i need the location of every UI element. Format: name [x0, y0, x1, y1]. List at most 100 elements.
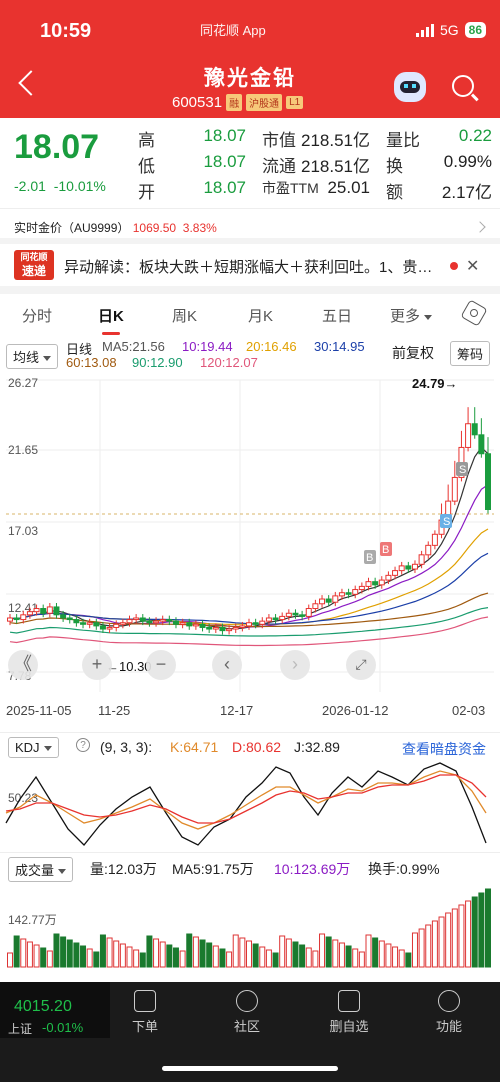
volume-selector[interactable]: 成交量	[8, 857, 74, 882]
candle	[431, 533, 438, 546]
candle	[53, 606, 60, 616]
signal-icon	[415, 23, 434, 37]
tag-level: L1	[286, 96, 304, 109]
news-bar[interactable]: 同花顺 速递 异动解读：板块大跌＋短期涨幅大＋获利回吐。1、贵… ✕	[0, 244, 500, 286]
volume-bar	[445, 912, 452, 968]
search-icon[interactable]	[452, 75, 474, 97]
buy-marker-1	[364, 550, 376, 564]
candle	[192, 623, 199, 627]
collapse-left-button[interactable]: 《	[8, 650, 38, 680]
index-change: -0.01%	[42, 1020, 84, 1035]
ma120-line	[9, 616, 489, 647]
sell-marker-1	[440, 514, 452, 528]
settings-icon[interactable]	[460, 299, 488, 327]
news-text[interactable]: 异动解读：板块大跌＋短期涨幅大＋获利回吐。1、贵…	[64, 259, 433, 276]
nav-remove-watchlist[interactable]: 删自选	[314, 990, 384, 1035]
fullscreen-button[interactable]: ⤢	[346, 650, 376, 680]
adjust-mode[interactable]: 前复权	[392, 345, 434, 361]
candle	[485, 453, 491, 510]
robot-icon[interactable]	[394, 72, 426, 102]
kdj-selector[interactable]: KDJ	[8, 737, 59, 758]
nav-functions[interactable]: 功能	[414, 990, 484, 1035]
index-ticker[interactable]: 4015.20 上证 -0.01%	[0, 982, 110, 1038]
volume-bar	[292, 941, 299, 968]
candle	[279, 615, 286, 621]
volume-bar	[20, 938, 27, 968]
dark-pool-link[interactable]: 查看暗盘资金	[402, 741, 486, 757]
gold-pct: 3.83%	[182, 221, 217, 235]
chip-button[interactable]: 筹码	[450, 341, 491, 366]
help-icon[interactable]: ?	[76, 738, 90, 752]
volume-bar	[279, 935, 286, 968]
open-label: 开	[138, 183, 155, 202]
zoom-out-button[interactable]: −	[146, 650, 176, 680]
volume-bar	[458, 904, 465, 968]
volume-panel[interactable]: 成交量 量:12.03万 MA5:91.75万 10:123.69万 换手:0.…	[0, 852, 500, 972]
tab-five-day[interactable]: 五日	[322, 308, 353, 325]
low-value: 18.07	[203, 152, 246, 171]
candle	[33, 608, 40, 613]
candle	[325, 598, 332, 603]
amount-value: 2.17亿	[441, 183, 492, 202]
candle	[179, 622, 186, 625]
kdj-panel[interactable]: KDJ ? (9, 3, 3): K:64.71 D:80.62 J:32.89…	[0, 732, 500, 852]
vr-value: 0.22	[458, 126, 492, 145]
candle	[365, 581, 372, 587]
candle	[106, 626, 113, 630]
tab-daily-k[interactable]: 日K	[98, 305, 124, 335]
float-value: 218.51亿	[301, 157, 370, 176]
candle	[219, 626, 226, 632]
volume-bar	[305, 947, 312, 968]
close-icon[interactable]: ✕	[466, 258, 480, 275]
stock-code-row: 600531 融 沪股通 L1	[172, 94, 304, 111]
tab-monthly-k[interactable]: 月K	[248, 308, 274, 325]
candle	[186, 622, 193, 627]
pe-label: 市盈TTM	[262, 180, 319, 196]
kdj-params: (9, 3, 3):	[100, 739, 153, 755]
volume-bar	[40, 947, 47, 968]
community-icon	[236, 990, 258, 1012]
volume-bar	[312, 950, 319, 968]
high-value: 18.07	[203, 126, 246, 145]
nav-order[interactable]: 下单	[110, 990, 180, 1035]
ma30-value: 30:14.95	[314, 339, 365, 354]
candle	[265, 617, 272, 622]
volume-bar	[438, 916, 445, 968]
kline-chart[interactable]: 26.27 21.65 17.03 12.41 7.78 2025-11-05 …	[0, 372, 500, 732]
min-label: ←10.30	[106, 659, 152, 674]
status-time: 10:59	[40, 20, 92, 42]
nav-community[interactable]: 社区	[212, 990, 282, 1035]
candle	[319, 598, 326, 605]
tab-intraday[interactable]: 分时	[22, 308, 53, 325]
volume-bar	[358, 951, 365, 968]
volume-axis-label: 142.77万	[8, 913, 57, 927]
candle	[66, 617, 73, 621]
candle	[478, 434, 485, 455]
candle	[166, 619, 173, 622]
volume-bar	[398, 949, 405, 968]
volume-bar	[86, 948, 93, 968]
header-bar: 10:59 同花顺 App 5G 86 豫光金铅 600531 融 沪股通 L1	[0, 0, 500, 118]
volume-bar	[113, 940, 120, 968]
pe-value: 25.01	[327, 178, 370, 197]
tab-more[interactable]: 更多	[390, 305, 433, 326]
candle	[292, 612, 299, 616]
scroll-left-button[interactable]: ‹	[212, 650, 242, 680]
candle	[172, 620, 179, 625]
candle	[113, 623, 120, 628]
gold-price-row[interactable]: 实时金价（AU9999） 1069.50 3.83%	[0, 208, 500, 244]
battery-icon: 86	[464, 22, 486, 38]
zoom-in-button[interactable]: +	[82, 650, 112, 680]
volume-bar	[226, 951, 233, 968]
candle	[471, 423, 478, 436]
tab-weekly-k[interactable]: 周K	[172, 308, 198, 325]
x-tick-4: 2026-01-12	[322, 703, 389, 718]
turn-label: 换	[386, 157, 403, 176]
candle	[153, 620, 160, 624]
kdj-j-line	[5, 762, 487, 846]
candle	[352, 589, 359, 595]
ma-selector[interactable]: 均线	[6, 344, 59, 369]
scroll-right-button[interactable]: ›	[280, 650, 310, 680]
x-tick-3: 12-17	[220, 703, 253, 718]
volume-bar	[146, 935, 153, 968]
